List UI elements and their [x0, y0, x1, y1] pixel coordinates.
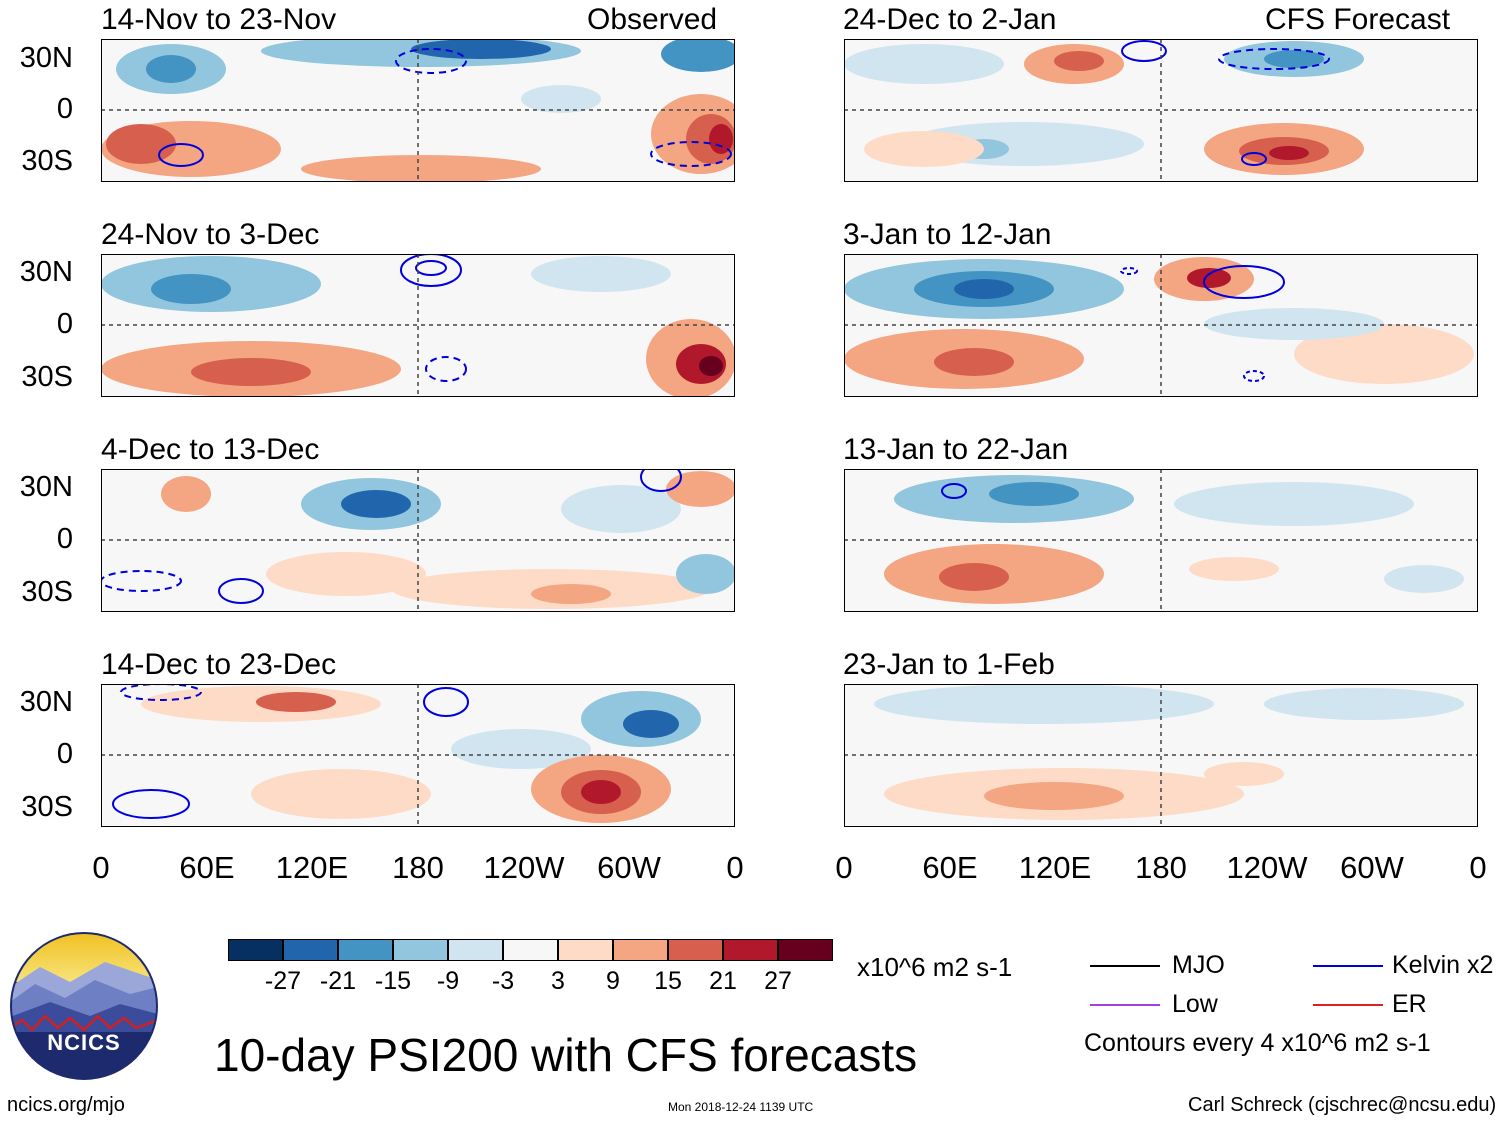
colorbar-tick: -9 [436, 967, 460, 995]
lat-label-30s: 30S [21, 576, 73, 608]
colorbar-tick: -21 [319, 967, 357, 995]
lon-label-60w: 60W [1340, 850, 1404, 885]
colorbar-swatch [613, 939, 668, 961]
colorbar-tick: -3 [491, 967, 515, 995]
colorbar-swatch [723, 939, 778, 961]
map-panel-fcst-3 [844, 469, 1478, 612]
lat-label-30s: 30S [21, 361, 73, 393]
lat-label-eq: 0 [56, 738, 73, 770]
map-panel-obs-3 [101, 469, 735, 612]
lon-label-0: 0 [92, 850, 110, 885]
page-title: 10-day PSI200 with CFS forecasts [214, 1029, 918, 1081]
colorbar-swatch [503, 939, 558, 961]
lon-label-120w: 120W [1226, 850, 1308, 885]
colorbar-swatch [228, 939, 283, 961]
lon-label-0-end: 0 [726, 850, 744, 885]
panel-title-fcst-2: 3-Jan to 12-Jan [843, 218, 1052, 251]
panel-title-fcst-4: 23-Jan to 1-Feb [843, 648, 1055, 681]
author-credit: Carl Schreck (cjschrec@ncsu.edu) [1188, 1094, 1497, 1116]
lat-label-eq: 0 [56, 308, 73, 340]
lat-label-eq: 0 [56, 93, 73, 125]
lon-label-0-end: 0 [1469, 850, 1487, 885]
panel-title-obs-2: 24-Nov to 3-Dec [101, 218, 320, 251]
ncics-logo: NCICS [10, 932, 158, 1080]
lat-label-30n: 30N [19, 42, 73, 74]
map-panel-obs-1 [101, 39, 735, 182]
colorbar-tick: 9 [606, 967, 620, 995]
colorbar-tick: -27 [264, 967, 302, 995]
panel-title-obs-3: 4-Dec to 13-Dec [101, 433, 320, 466]
lon-label-60w: 60W [597, 850, 661, 885]
panel-title-obs-1: 14-Nov to 23-Nov [101, 3, 337, 36]
colorbar-tick: -15 [374, 967, 412, 995]
lat-label-30n: 30N [19, 686, 73, 718]
map-panel-obs-4 [101, 684, 735, 827]
low-legend-line [1090, 1004, 1160, 1006]
er-legend-line [1313, 1004, 1383, 1006]
lon-label-180: 180 [1135, 850, 1187, 885]
colorbar-swatch [283, 939, 338, 961]
lon-label-120e: 120E [1018, 850, 1092, 885]
contour-interval-note: Contours every 4 x10^6 m2 s-1 [1084, 1029, 1431, 1057]
lon-label-60e: 60E [179, 850, 235, 885]
colorbar-swatch [338, 939, 393, 961]
lat-label-30n: 30N [19, 471, 73, 503]
lon-label-120w: 120W [483, 850, 565, 885]
lat-label-30s: 30S [21, 145, 73, 177]
colorbar-tick: 15 [654, 967, 682, 995]
colorbar-swatch [558, 939, 613, 961]
lon-label-120e: 120E [275, 850, 349, 885]
colorbar-swatch [778, 939, 833, 961]
panel-title-fcst-3: 13-Jan to 22-Jan [843, 433, 1069, 466]
logo-text: NCICS [47, 1030, 121, 1055]
colorbar-tick: 27 [764, 967, 792, 995]
lat-label-eq: 0 [56, 523, 73, 555]
colorbar-swatch [668, 939, 723, 961]
mjo-legend-line [1090, 965, 1160, 967]
map-panel-obs-2 [101, 254, 735, 397]
colorbar-swatch [448, 939, 503, 961]
kelvin-legend-line [1313, 965, 1383, 967]
kelvin-legend-label: Kelvin x2 [1392, 951, 1494, 979]
low-legend-label: Low [1172, 990, 1218, 1018]
lon-label-180: 180 [392, 850, 444, 885]
er-legend-label: ER [1392, 990, 1427, 1018]
map-panel-fcst-4 [844, 684, 1478, 827]
panel-title-obs-4: 14-Dec to 23-Dec [101, 648, 337, 681]
lon-label-0: 0 [835, 850, 853, 885]
panel-title-fcst-1: 24-Dec to 2-Jan [843, 3, 1057, 36]
lat-label-30n: 30N [19, 256, 73, 288]
timestamp: Mon 2018-12-24 1139 UTC [668, 1100, 814, 1114]
lon-label-60e: 60E [922, 850, 978, 885]
mjo-legend-label: MJO [1172, 951, 1225, 979]
colorbar-unit: x10^6 m2 s-1 [857, 952, 1013, 982]
colorbar-tick: 21 [709, 967, 737, 995]
forecast-label: CFS Forecast [1265, 3, 1451, 36]
observed-label: Observed [587, 3, 718, 36]
map-panel-fcst-1 [844, 39, 1478, 182]
colorbar-tick: 3 [551, 967, 565, 995]
colorbar-swatch [393, 939, 448, 961]
map-panel-fcst-2 [844, 254, 1478, 397]
lat-label-30s: 30S [21, 791, 73, 823]
site-url: ncics.org/mjo [7, 1094, 125, 1116]
